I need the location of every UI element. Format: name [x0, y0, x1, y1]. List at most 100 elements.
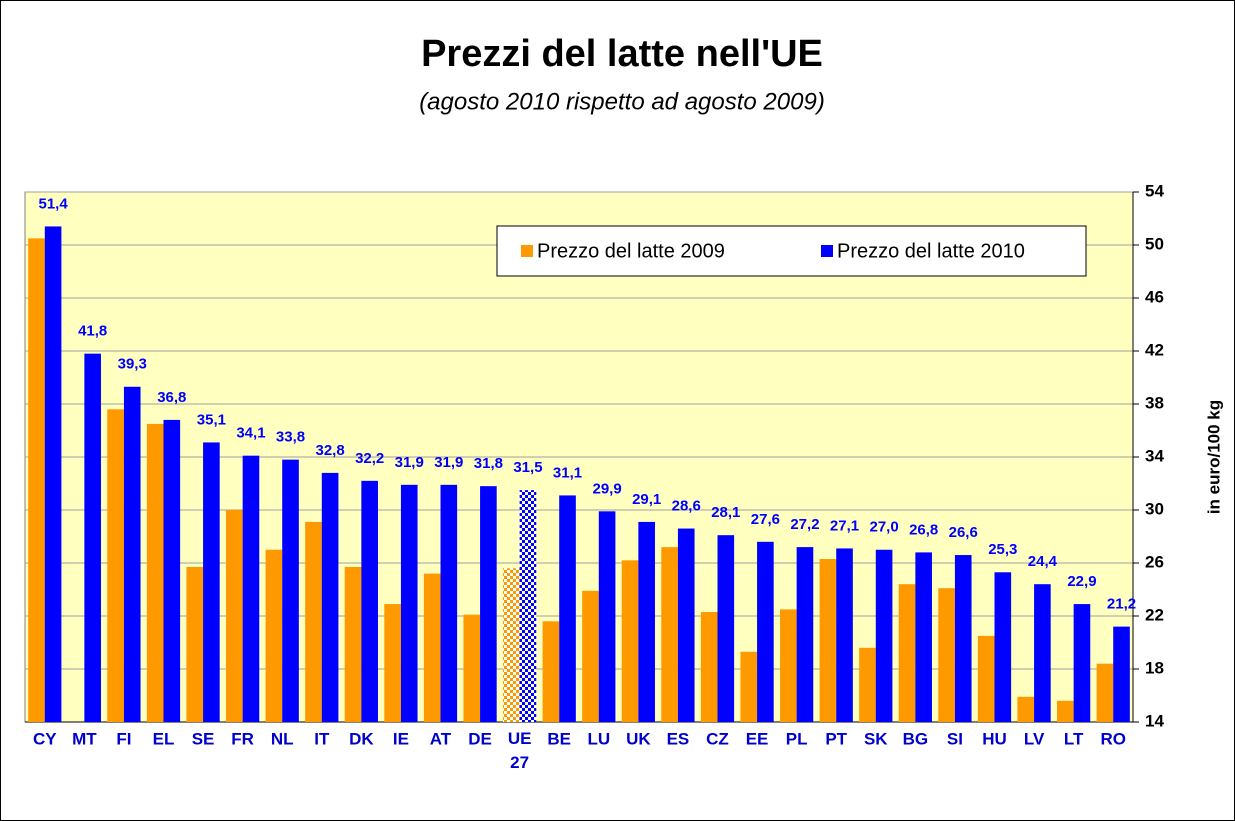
x-tick-label: SE	[192, 729, 215, 748]
bar	[757, 541, 774, 722]
bar	[938, 588, 955, 722]
value-label: 27,1	[830, 517, 859, 534]
bar	[305, 521, 322, 722]
x-tick-label: UK	[626, 729, 651, 748]
value-label: 32,8	[315, 442, 344, 459]
value-label: 35,1	[197, 411, 226, 428]
value-label: 29,9	[592, 480, 621, 497]
bar	[740, 651, 758, 722]
bar	[344, 566, 362, 722]
bar	[621, 560, 639, 722]
bar	[519, 490, 537, 722]
bar	[186, 566, 204, 722]
value-label: 31,1	[553, 464, 582, 481]
value-label: 31,8	[474, 455, 503, 472]
x-tick-label: PL	[786, 729, 808, 748]
value-label: 31,5	[513, 459, 542, 476]
bar	[859, 647, 876, 722]
bar	[796, 547, 814, 722]
x-tick-label: NL	[271, 729, 294, 748]
x-tick-label: BG	[903, 729, 929, 748]
value-label: 27,6	[751, 511, 780, 528]
bar	[480, 486, 497, 722]
chart-title: Prezzi del latte nell'UE	[421, 33, 823, 75]
bar	[321, 472, 339, 722]
bar	[542, 621, 560, 722]
x-tick-label: BE	[547, 729, 571, 748]
x-tick-label: FI	[116, 729, 131, 748]
bar	[123, 386, 141, 722]
value-label: 21,2	[1107, 596, 1136, 613]
x-tick-label: DK	[349, 729, 374, 748]
x-tick-label: IE	[393, 729, 409, 748]
y-tick-label: 34	[1145, 446, 1164, 465]
value-label: 31,9	[434, 454, 463, 471]
bar	[1034, 584, 1051, 722]
value-label: 41,8	[78, 323, 107, 340]
bar	[898, 584, 916, 722]
x-tick-label: ES	[667, 729, 690, 748]
y-tick-label: 14	[1145, 711, 1164, 730]
bar	[163, 419, 181, 722]
value-label: 28,6	[672, 498, 701, 515]
bar	[661, 547, 678, 722]
value-label: 28,1	[711, 504, 740, 521]
legend-swatch	[521, 245, 533, 257]
x-tick-label: AT	[430, 729, 452, 748]
y-tick-label: 18	[1145, 658, 1164, 677]
x-tick-label: FR	[231, 729, 254, 748]
value-label: 31,9	[395, 454, 424, 471]
value-label: 32,2	[355, 450, 384, 467]
x-tick-label: MT	[72, 729, 97, 748]
y-tick-label: 30	[1145, 499, 1164, 518]
value-label: 39,3	[118, 356, 147, 373]
bar	[203, 442, 220, 722]
value-label: 27,2	[790, 516, 819, 533]
bar	[1057, 700, 1074, 722]
x-tick-label: EE	[746, 729, 769, 748]
y-tick-label: 22	[1145, 605, 1164, 624]
bar	[582, 590, 599, 722]
x-tick-label: UE 27	[508, 729, 532, 772]
y-axis-label: in euro/100 kg	[1204, 400, 1223, 514]
x-tick-label: DE	[468, 729, 492, 748]
bar	[977, 635, 995, 722]
y-tick-label: 46	[1145, 287, 1164, 306]
x-tick-label: CY	[33, 729, 57, 748]
x-tick-label: LV	[1024, 729, 1045, 748]
value-label: 24,4	[1028, 553, 1058, 570]
bar	[463, 614, 481, 722]
bar	[717, 535, 735, 722]
x-tick-label: HU	[982, 729, 1007, 748]
bar	[1096, 663, 1114, 722]
x-tick-label: CZ	[706, 729, 729, 748]
bar	[559, 495, 576, 722]
value-label: 33,8	[276, 429, 305, 446]
value-label: 34,1	[236, 425, 265, 442]
y-tick-label: 38	[1145, 393, 1164, 412]
value-label: 29,1	[632, 491, 661, 508]
legend-label: Prezzo del latte 2009	[537, 240, 725, 262]
value-label: 51,4	[38, 195, 68, 212]
bar	[638, 521, 655, 722]
bar	[28, 238, 45, 722]
x-tick-label: RO	[1100, 729, 1126, 748]
bar	[361, 480, 378, 722]
bar	[836, 548, 853, 722]
bar	[1017, 696, 1035, 722]
bar	[780, 609, 797, 722]
value-label: 26,8	[909, 521, 938, 538]
y-tick-label: 50	[1145, 234, 1164, 253]
bar	[282, 459, 299, 722]
bar	[146, 423, 164, 722]
x-tick-label: PT	[825, 729, 847, 748]
bar	[598, 511, 616, 722]
bar	[503, 568, 520, 722]
y-tick-label: 26	[1145, 552, 1164, 571]
bar	[242, 455, 260, 722]
bar	[44, 226, 62, 722]
value-label: 27,0	[869, 519, 898, 536]
x-tick-label: SI	[947, 729, 963, 748]
bar	[1073, 604, 1091, 722]
bar	[440, 484, 458, 722]
